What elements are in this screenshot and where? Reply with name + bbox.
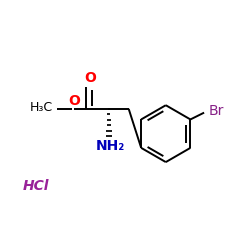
Text: NH₂: NH₂ xyxy=(96,139,125,153)
Text: HCl: HCl xyxy=(22,178,49,192)
Text: Br: Br xyxy=(208,104,224,118)
Text: H₃C: H₃C xyxy=(30,101,53,114)
Text: O: O xyxy=(68,94,80,108)
Text: O: O xyxy=(84,71,96,85)
